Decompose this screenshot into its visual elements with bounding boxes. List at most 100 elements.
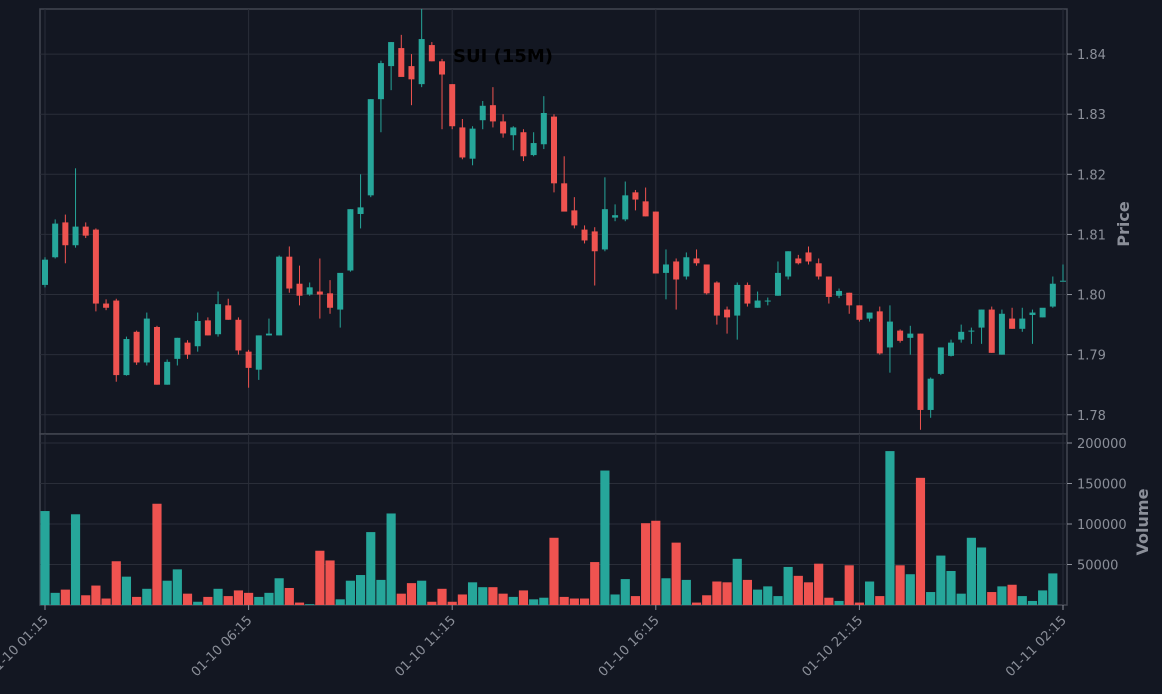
candle-body [876,311,883,354]
volume-bar [70,514,81,605]
volume-bar [254,596,264,605]
candle-body [92,229,99,304]
volume-bar [864,581,875,605]
candle-body [948,342,955,356]
volume-bar [1017,596,1027,605]
volume-bar [905,574,915,605]
volume-bar [702,595,712,605]
candle-body [713,282,720,316]
candle-body [1029,312,1036,315]
volume-bar [956,593,966,605]
volume-bar [91,585,101,605]
candle-body [174,337,181,359]
volume-bar [50,592,60,605]
candle-body [632,192,639,200]
candle-body [815,263,822,277]
candle-body [510,127,517,136]
candle-body [978,309,985,328]
volume-bar [987,592,997,605]
candle-body [265,333,272,336]
price-axis-ticks: 1.78 1.79 1.80 1.81 1.82 1.83 1.84 [1067,48,1106,424]
candle-body [82,226,89,236]
volume-bar [182,593,193,605]
candle-body [439,61,446,75]
candle-body [184,342,191,355]
price-tick-label: 1.80 [1077,289,1106,304]
candle-body [469,128,476,159]
price-tick-label: 1.78 [1077,409,1106,424]
candle-body [856,305,863,320]
price-tick-label: 1.82 [1077,168,1106,183]
candle-body [286,256,293,289]
volume-bar [60,589,70,605]
volume-bar [651,520,661,605]
candle-body [133,331,140,363]
volume-bar [976,547,987,605]
candle-body [103,303,110,308]
candle-body [988,309,995,353]
candle-body [164,361,171,385]
volume-bar [824,597,834,605]
candle-body [276,256,283,336]
volume-bar [600,470,610,605]
volume-bar [478,587,488,605]
volume-bar [355,575,366,605]
candle-body [143,318,150,363]
price-tick-label: 1.79 [1077,349,1106,364]
candle-body [530,143,537,156]
volume-bar [152,503,162,605]
volume-bar [467,582,478,605]
candle-body [805,252,812,262]
candle-body [398,48,405,77]
volume-axis-label: Volume [1133,488,1152,555]
volume-bar [763,586,773,605]
candle-body [846,292,853,306]
candle-body [245,351,252,368]
volume-bar [366,532,376,605]
volume-bar [274,578,284,605]
candle-body [500,121,507,134]
candle-body [734,284,741,316]
candle-body [540,112,547,145]
candle-body [591,231,598,252]
volume-bar [793,575,803,605]
volume-bar [732,558,742,605]
volume-bar [753,589,763,605]
volume-tick-label: 200000 [1077,437,1127,452]
volume-bar [1027,600,1038,605]
candle-body [194,320,201,347]
volume-bar [488,587,498,605]
volume-bar [834,600,844,605]
volume-bar [590,562,600,605]
volume-bar [712,581,722,605]
candle-body [489,105,496,122]
candle-body [551,116,557,184]
volume-bar [529,599,539,605]
volume-bar [213,588,223,605]
volume-bar [233,590,244,605]
volume-tick-label: 150000 [1077,478,1127,493]
volume-bar [926,592,936,605]
candle-body [662,264,669,273]
volume-bar [457,594,467,605]
chart-title: SUI (15M) [453,46,553,67]
candle-body [693,258,700,264]
volume-bar [132,596,142,605]
price-panel: 1.78 1.79 1.80 1.81 1.82 1.83 1.84 SUI (15M) P… [39,8,1133,435]
candle-body [764,300,771,302]
candle-body [408,66,415,80]
volume-bar [518,590,529,605]
candle-body [1039,307,1046,318]
volume-bar [895,565,905,605]
volume-bar [172,569,182,605]
volume-bar [508,596,518,605]
candle-body [571,210,578,226]
volume-bar [1007,584,1017,605]
volume-bar [681,579,691,605]
volume-bar [335,599,345,605]
candle-body [886,321,893,348]
candle-body [479,105,486,121]
candle-body [367,99,374,196]
candle-body [937,347,944,374]
